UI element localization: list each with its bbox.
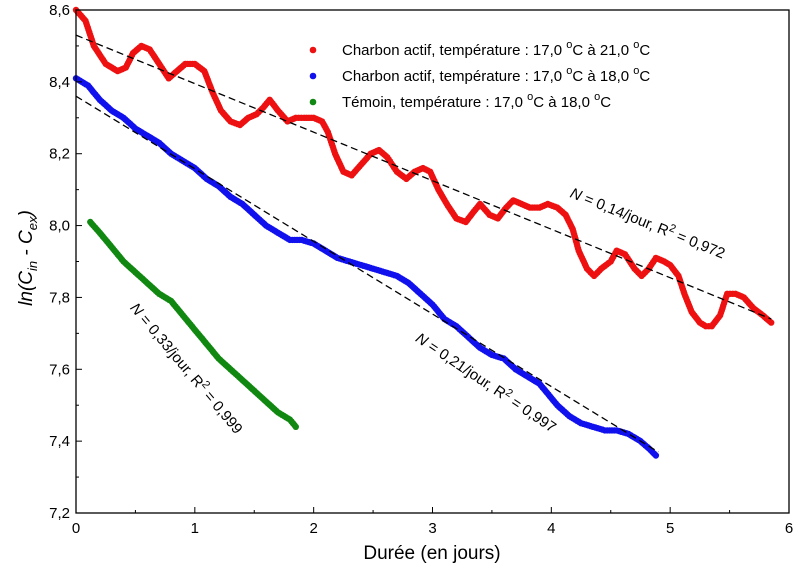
data-series-layer: [72, 6, 775, 459]
x-tick-label: 0: [72, 520, 80, 537]
x-tick-label: 4: [547, 520, 555, 537]
data-point: [652, 452, 660, 459]
legend-marker-green: [309, 98, 317, 106]
fit-line-1: [75, 95, 659, 453]
legend-marker-blue: [309, 72, 317, 80]
x-tick-label: 2: [309, 520, 317, 537]
legend-label-blue: Charbon actif, température : 17,0 oC à 1…: [342, 65, 650, 85]
data-point: [768, 319, 775, 326]
x-tick-label: 3: [428, 520, 436, 537]
x-axis-title: Durée (en jours): [363, 543, 500, 564]
y-tick-label: 7,2: [49, 505, 70, 522]
y-tick-label: 8,6: [49, 2, 70, 19]
series-0: [72, 6, 775, 330]
y-axis: 7,2 7,4 7,6 7,8 8,0 8,2 8,4 8,6: [49, 2, 82, 522]
y-tick-label: 7,4: [49, 433, 70, 450]
legend-marker-red: [309, 46, 317, 54]
x-axis: 0 1 2 3 4 5 6: [72, 507, 793, 537]
x-tick-label: 1: [191, 520, 199, 537]
y-axis-title: ln(Cin - Cex): [16, 210, 40, 306]
legend-label-green: Témoin, température : 17,0 oC à 18,0 oC: [342, 91, 611, 111]
legend-label-red: Charbon actif, température : 17,0 oC à 2…: [342, 39, 650, 59]
plot-frame: [75, 9, 790, 514]
x-tick-label: 5: [666, 520, 674, 537]
series-2: [87, 218, 299, 430]
series-1: [72, 75, 660, 459]
legend: Charbon actif, température : 17,0 oC à 2…: [309, 39, 650, 111]
y-tick-label: 8,0: [49, 218, 70, 235]
y-tick-label: 7,8: [49, 289, 70, 306]
y-tick-label: 7,6: [49, 361, 70, 378]
x-tick-label: 6: [785, 520, 793, 537]
y-tick-label: 8,4: [49, 74, 70, 91]
data-point: [292, 423, 299, 430]
y-tick-label: 8,2: [49, 146, 70, 163]
fit-line-0: [75, 34, 772, 320]
fit-annotation-red: N = 0,14/jour, R2 = 0,972: [568, 183, 728, 263]
fit-lines-layer: [75, 34, 772, 453]
